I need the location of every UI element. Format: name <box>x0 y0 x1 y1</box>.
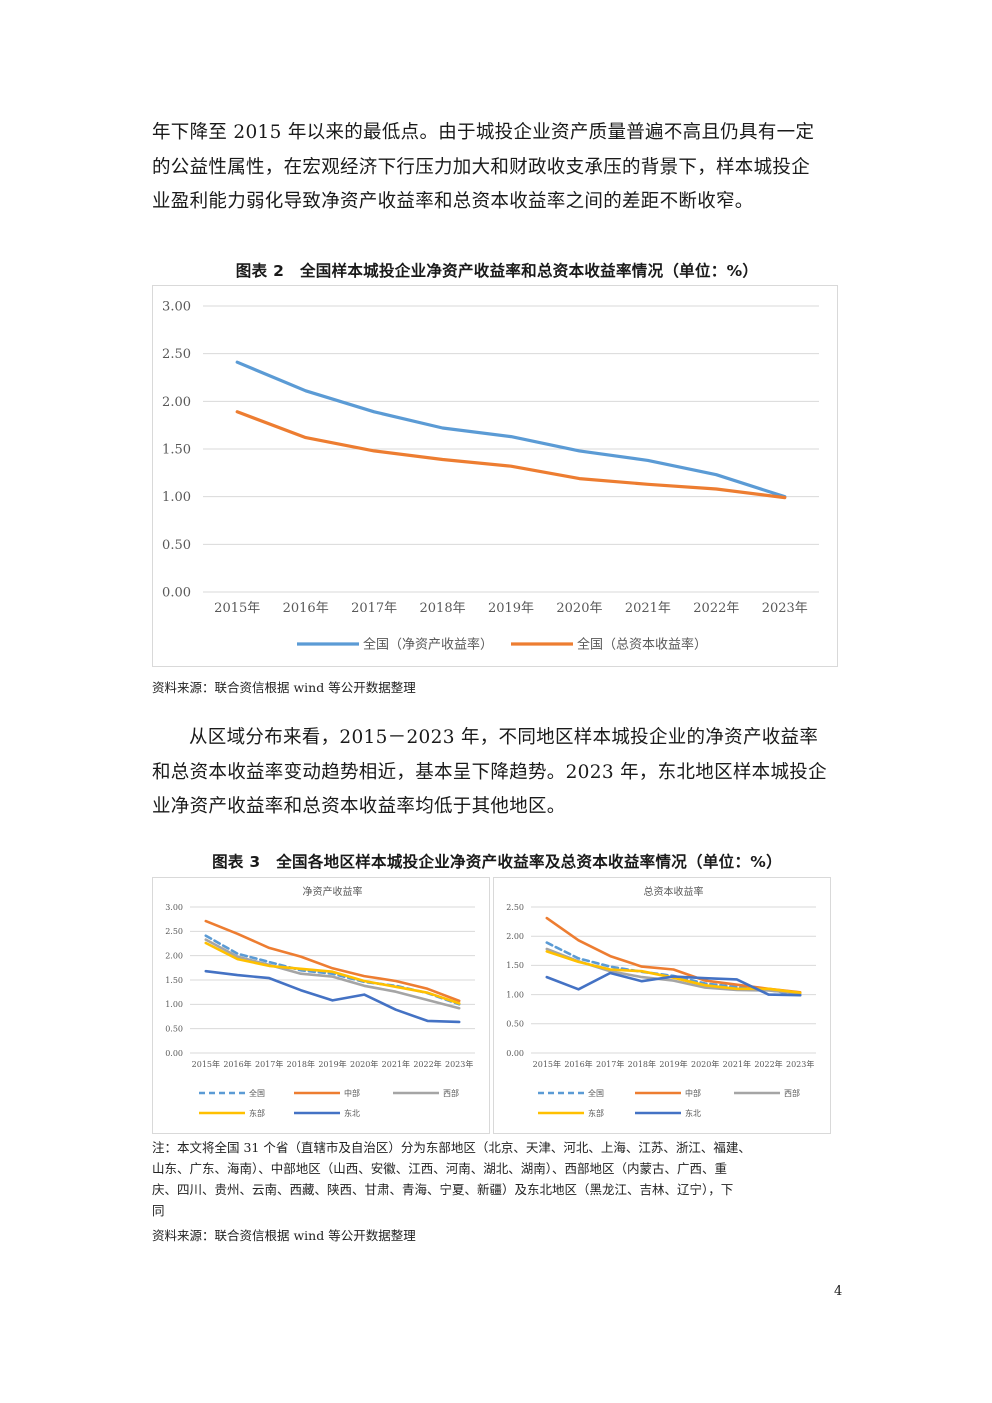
x-tick-label: 2022年 <box>754 1059 782 1069</box>
y-tick-label: 1.50 <box>506 961 524 970</box>
legend-label: 全国（净资产收益率） <box>363 637 493 653</box>
legend-label: 西部 <box>784 1088 800 1098</box>
figure-2-title: 图表 2 全国样本城投企业净资产收益率和总资本收益率情况（单位：%） <box>235 262 759 280</box>
y-tick-label: 3.00 <box>165 903 183 912</box>
paragraph-line: 年下降至 2015 年以来的最低点。由于城投企业资产质量普遍不高且仍具有一定 <box>152 122 815 143</box>
y-tick-label: 0.00 <box>162 586 191 601</box>
series-line <box>235 360 787 499</box>
note-line: 注：本文将全国 31 个省（直辖市及自治区）分为东部地区（北京、天津、河北、上海… <box>152 1140 751 1155</box>
y-tick-label: 2.00 <box>162 395 191 410</box>
figure-3-left-chart: 净资产收益率 0.00 0.50 1.00 1.50 2.00 2.50 3.00 2015年 2… <box>152 877 490 1134</box>
chart-title: 总资本收益率 <box>644 885 704 898</box>
y-tick-label: 0.50 <box>506 1020 524 1029</box>
paragraph-line: 从区域分布来看，2015－2023 年，不同地区样本城投企业的净资产收益率 <box>189 727 819 748</box>
series-line <box>204 919 461 1003</box>
figure-2-source: 资料来源：联合资信根据 wind 等公开数据整理 <box>152 680 416 695</box>
legend-label: 中部 <box>685 1088 701 1098</box>
legend-label: 全国（总资本收益率） <box>577 637 707 653</box>
figure-2-chart-svg: 0.00 0.50 1.00 1.50 2.00 2.50 3.00 2015年 2016年 20… <box>162 300 819 653</box>
y-tick-label: 0.50 <box>162 538 191 553</box>
paragraph-2: 从区域分布来看，2015－2023 年，不同地区样本城投企业的净资产收益率 和总… <box>152 721 842 825</box>
x-tick-label: 2015年 <box>533 1059 561 1069</box>
paragraph-line: 的公益性属性，在宏观经济下行压力加大和财政收支承压的背景下，样本城投企 <box>152 156 811 178</box>
series-line <box>204 938 461 1010</box>
chart-title: 净资产收益率 <box>303 885 363 898</box>
x-tick-label: 2017年 <box>255 1059 283 1069</box>
x-tick-label: 2021年 <box>723 1059 751 1069</box>
x-tick-label: 2015年 <box>192 1059 220 1069</box>
x-tick-label: 2022年 <box>413 1059 441 1069</box>
x-tick-label: 2018年 <box>287 1059 315 1069</box>
figure-3-title: 图表 3 全国各地区样本城投企业净资产收益率及总资本收益率情况（单位：%） <box>212 853 782 871</box>
y-tick-label: 0.50 <box>165 1024 183 1033</box>
y-tick-label: 0.00 <box>165 1049 183 1058</box>
note-line: 同 <box>152 1203 165 1218</box>
y-tick-label: 2.50 <box>506 903 524 912</box>
paragraph-line: 业盈利能力弱化导致净资产收益率和总资本收益率之间的差距不断收窄。 <box>152 191 754 212</box>
y-tick-label: 2.50 <box>162 347 191 362</box>
x-tick-label: 2020年 <box>556 601 602 616</box>
x-tick-label: 2021年 <box>625 601 671 616</box>
x-tick-label: 2019年 <box>659 1059 687 1069</box>
series-line <box>545 971 802 997</box>
x-tick-label: 2016年 <box>564 1059 592 1069</box>
x-tick-label: 2023年 <box>786 1059 814 1069</box>
y-tick-label: 2.00 <box>165 951 183 960</box>
note-line: 庆、四川、贵州、云南、西藏、陕西、甘肃、青海、宁夏、新疆）及东北地区（黑龙江、吉… <box>152 1182 734 1197</box>
x-tick-label: 2023年 <box>762 601 808 616</box>
figure-3-right-chart: 总资本收益率 0.00 0.50 1.00 1.50 2.00 2.50 2015年 2016年… <box>493 877 831 1134</box>
series-line <box>545 916 802 994</box>
figure-3-right-chart-svg: 总资本收益率 0.00 0.50 1.00 1.50 2.00 2.50 2015年 2016年… <box>506 885 816 1118</box>
x-tick-label: 2020年 <box>350 1059 378 1069</box>
page-number: 4 <box>834 1284 843 1299</box>
y-tick-label: 1.50 <box>165 976 183 985</box>
series-line <box>235 410 787 500</box>
x-tick-label: 2016年 <box>223 1059 251 1069</box>
x-tick-label: 2023年 <box>445 1059 473 1069</box>
legend-label: 全国 <box>588 1088 604 1098</box>
x-tick-label: 2015年 <box>214 601 260 616</box>
y-tick-label: 1.00 <box>506 990 524 999</box>
legend-label: 东北 <box>344 1108 360 1118</box>
legend-label: 东部 <box>249 1108 265 1118</box>
x-tick-label: 2018年 <box>420 601 466 616</box>
legend-label: 东北 <box>685 1108 701 1118</box>
y-tick-label: 3.00 <box>162 300 191 315</box>
y-tick-label: 2.00 <box>506 932 524 941</box>
x-tick-label: 2019年 <box>488 601 534 616</box>
x-tick-label: 2022年 <box>693 601 739 616</box>
y-tick-label: 1.50 <box>162 443 191 458</box>
x-tick-label: 2020年 <box>691 1059 719 1069</box>
paragraph-line: 和总资本收益率变动趋势相近，基本呈下降趋势。2023 年，东北地区样本城投企 <box>152 761 827 783</box>
y-tick-label: 2.50 <box>165 927 183 936</box>
y-tick-label: 0.00 <box>506 1049 524 1058</box>
legend-label: 西部 <box>443 1088 459 1098</box>
figure-2-chart: 0.00 0.50 1.00 1.50 2.00 2.50 3.00 2015年 2016年 20… <box>152 285 838 667</box>
note-line: 山东、广东、海南）、中部地区（山西、安徽、江西、河南、湖北、湖南）、西部地区（内… <box>152 1161 728 1176</box>
series-line <box>204 934 461 1006</box>
x-tick-label: 2016年 <box>283 601 329 616</box>
y-tick-label: 1.00 <box>162 490 191 505</box>
legend-label: 中部 <box>344 1088 360 1098</box>
x-tick-label: 2017年 <box>596 1059 624 1069</box>
paragraph-1: 年下降至 2015 年以来的最低点。由于城投企业资产质量普遍不高且仍具有一定 的… <box>152 116 842 220</box>
legend-label: 全国 <box>249 1088 265 1098</box>
legend-label: 东部 <box>588 1108 604 1118</box>
paragraph-line: 业净资产收益率和总资本收益率均低于其他地区。 <box>152 796 566 817</box>
x-tick-label: 2019年 <box>318 1059 346 1069</box>
series-line <box>204 941 461 1005</box>
x-tick-label: 2017年 <box>351 601 397 616</box>
x-tick-label: 2021年 <box>382 1059 410 1069</box>
series-line <box>204 969 461 1024</box>
figure-3-source: 资料来源：联合资信根据 wind 等公开数据整理 <box>152 1228 416 1243</box>
x-tick-label: 2018年 <box>628 1059 656 1069</box>
y-tick-label: 1.00 <box>165 1000 183 1009</box>
figure-3-note: 注：本文将全国 31 个省（直辖市及自治区）分为东部地区（北京、天津、河北、上海… <box>152 1137 844 1221</box>
